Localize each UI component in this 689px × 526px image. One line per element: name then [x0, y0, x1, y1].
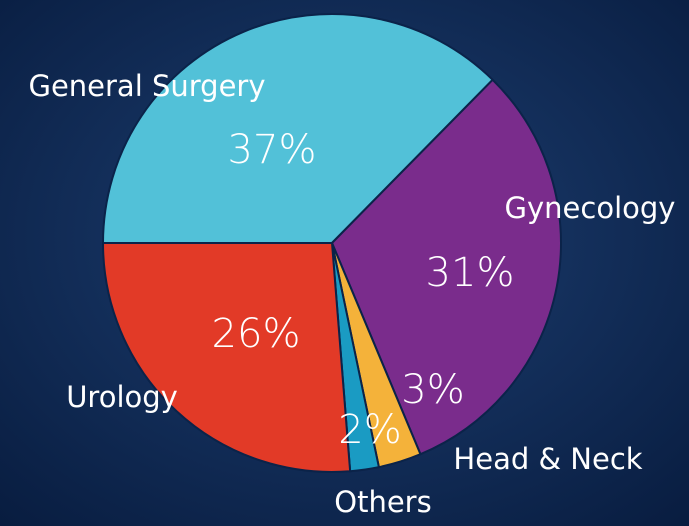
- value-label: 2%: [338, 407, 401, 453]
- category-label: Urology: [66, 380, 178, 414]
- labels: General Surgery 37% Gynecology 31% Head & Ne…: [28, 69, 675, 519]
- category-label: Head & Neck: [453, 442, 642, 476]
- slice: [101, 13, 495, 244]
- category-label: General Surgery: [28, 69, 265, 103]
- slice: [330, 78, 562, 456]
- slice: [101, 242, 352, 473]
- value-label: 26%: [212, 311, 301, 357]
- pie: [101, 13, 562, 473]
- value-label: 37%: [228, 127, 317, 173]
- category-label: Gynecology: [505, 191, 676, 225]
- value-label: 31%: [426, 250, 515, 296]
- value-label: 3%: [401, 367, 464, 413]
- category-label: Others: [334, 485, 431, 519]
